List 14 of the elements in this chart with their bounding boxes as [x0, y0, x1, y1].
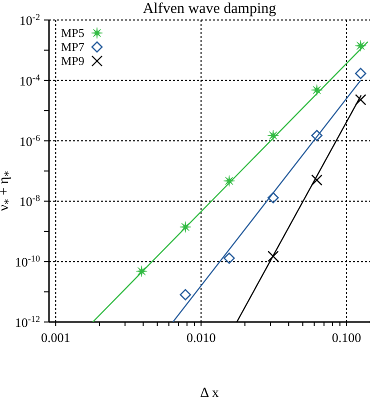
x-axis-title: Δ x: [199, 386, 220, 402]
chart-title: Alfven wave damping: [142, 1, 278, 18]
y-tick-label: 10$^{-8}$: [19, 193, 40, 210]
x-tick-label: 0.100: [332, 330, 362, 345]
legend-label: MP7: [61, 40, 86, 54]
x-tick-label: 0.001: [41, 330, 70, 345]
legend-label: MP5: [61, 26, 86, 40]
y-tick-label: 10$^{-4}$: [19, 72, 40, 88]
x-tick-label: 0.010: [186, 330, 216, 345]
y-tick-label: 10$^{-6}$: [19, 132, 40, 149]
y-tick-label: 10$^{-12}$: [14, 314, 40, 330]
y-tick-label: 10$^{-2}$: [19, 12, 40, 28]
legend-label: MP9: [61, 54, 86, 68]
y-tick-label: 10$^{-10}$: [14, 254, 40, 270]
